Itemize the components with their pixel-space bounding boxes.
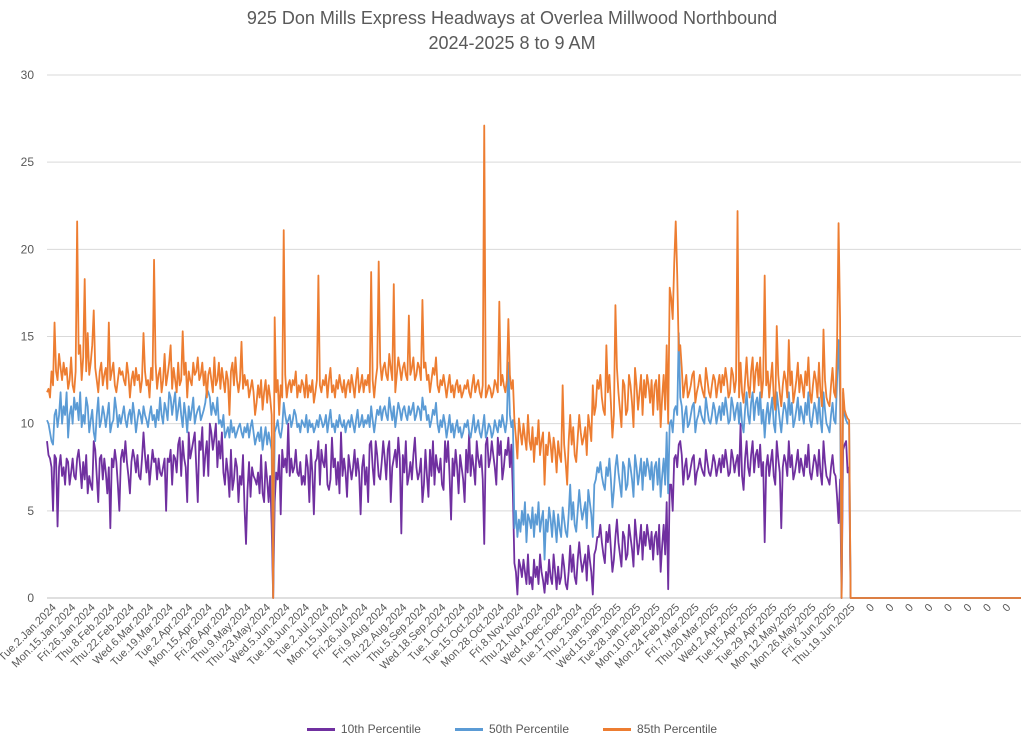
- x-tick-label: 0: [981, 602, 994, 615]
- chart-subtitle: 2024-2025 8 to 9 AM: [428, 33, 596, 53]
- legend-item-p10[interactable]: 10th Percentile: [306, 722, 421, 736]
- chart-title: 925 Don Mills Express Headways at Overle…: [246, 8, 778, 28]
- x-axis-ticks: Tue.2.Jan.2024Mon.15.Jan.2024Fri.26.Jan.…: [0, 602, 1013, 673]
- x-tick-label: 0: [923, 602, 936, 615]
- x-tick-label: 0: [903, 602, 916, 615]
- series-lines: [46, 124, 1021, 599]
- x-tick-label: 0: [942, 602, 955, 615]
- y-tick-label: 0: [27, 591, 34, 605]
- y-tick-label: 10: [21, 417, 35, 431]
- legend-swatch-p50: [454, 727, 483, 731]
- x-tick-label: 0: [1001, 602, 1014, 615]
- legend-swatch-p85: [603, 727, 632, 731]
- x-tick-label: 0: [962, 602, 975, 615]
- legend-item-p85[interactable]: 85th Percentile: [603, 722, 717, 736]
- legend-item-p50[interactable]: 50th Percentile: [454, 722, 570, 736]
- x-tick-label: 0: [864, 602, 877, 615]
- legend-label-p50: 50th Percentile: [488, 722, 570, 736]
- y-tick-label: 5: [27, 504, 34, 518]
- legend: 10th Percentile 50th Percentile 85th Per…: [0, 722, 1024, 736]
- y-tick-label: 25: [21, 155, 35, 169]
- legend-label-p85: 85th Percentile: [637, 722, 718, 736]
- x-tick-label: 0: [884, 602, 897, 615]
- y-axis-ticks: 0 5 10 15 20 25 30: [21, 68, 35, 605]
- y-tick-label: 30: [21, 68, 35, 82]
- legend-label-p10: 10th Percentile: [340, 722, 421, 736]
- legend-swatch-p10: [306, 727, 335, 731]
- series-line-p85: [46, 124, 1021, 599]
- y-tick-label: 15: [21, 330, 35, 344]
- y-tick-label: 20: [21, 242, 35, 256]
